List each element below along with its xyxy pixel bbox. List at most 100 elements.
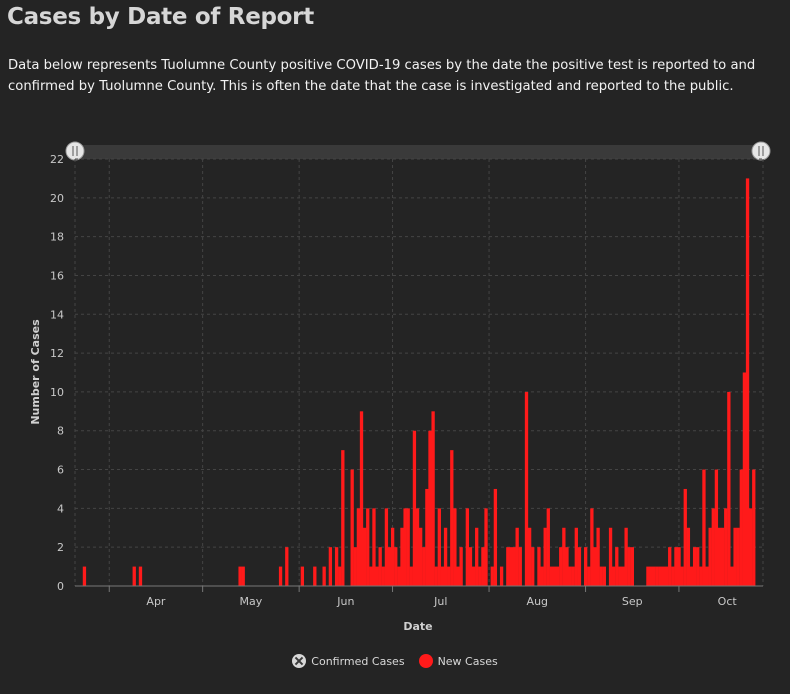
bar[interactable] [630, 547, 635, 586]
bar[interactable] [593, 547, 597, 586]
bar[interactable] [708, 527, 712, 586]
bar[interactable] [612, 566, 616, 586]
bar[interactable] [571, 566, 575, 586]
bar[interactable] [518, 547, 522, 586]
bar[interactable] [671, 566, 675, 586]
bar[interactable] [366, 508, 370, 586]
bar[interactable] [82, 566, 87, 586]
bar[interactable] [742, 372, 747, 587]
bar[interactable] [608, 527, 613, 586]
bar[interactable] [618, 566, 622, 586]
bar[interactable] [515, 527, 519, 586]
bar[interactable] [689, 566, 694, 586]
bar[interactable] [624, 527, 628, 586]
bar[interactable] [453, 508, 457, 586]
bar[interactable] [285, 547, 289, 586]
bar[interactable] [443, 527, 448, 586]
bar[interactable] [549, 566, 554, 586]
bar[interactable] [577, 547, 582, 586]
bar[interactable] [658, 566, 663, 586]
bar[interactable] [356, 508, 361, 586]
bar[interactable] [683, 488, 687, 586]
bar[interactable] [387, 547, 392, 586]
bar[interactable] [350, 469, 354, 586]
bar[interactable] [362, 527, 367, 586]
bar[interactable] [353, 547, 357, 586]
bar[interactable] [587, 566, 591, 586]
bar[interactable] [552, 566, 557, 586]
bar[interactable] [736, 527, 740, 586]
bar[interactable] [562, 527, 566, 586]
bar[interactable] [338, 566, 342, 586]
bar[interactable] [730, 566, 734, 586]
bar[interactable] [664, 566, 669, 586]
bar[interactable] [546, 508, 550, 586]
bar[interactable] [490, 566, 494, 586]
bar[interactable] [422, 547, 426, 586]
bar[interactable] [484, 508, 488, 586]
bar[interactable] [450, 450, 454, 586]
bar[interactable] [468, 547, 473, 586]
bar[interactable] [596, 527, 600, 586]
bar[interactable] [359, 411, 364, 586]
bar[interactable] [739, 469, 743, 586]
bar[interactable] [406, 508, 410, 586]
bar[interactable] [419, 527, 423, 586]
bar[interactable] [696, 547, 700, 586]
bar[interactable] [699, 566, 703, 586]
range-slider-track[interactable] [75, 145, 763, 159]
bar[interactable] [384, 508, 389, 586]
bar[interactable] [328, 547, 333, 586]
bar[interactable] [677, 547, 681, 586]
bar[interactable] [478, 566, 482, 586]
bar[interactable] [702, 469, 706, 586]
bar[interactable] [680, 566, 684, 586]
bar[interactable] [400, 527, 404, 586]
bar[interactable] [724, 508, 728, 586]
bar[interactable] [621, 566, 625, 586]
bar[interactable] [627, 547, 631, 586]
bar[interactable] [369, 566, 373, 586]
bar[interactable] [437, 508, 441, 586]
bar[interactable] [652, 566, 656, 586]
bar[interactable] [531, 547, 535, 586]
bar[interactable] [733, 527, 737, 586]
bar[interactable] [440, 566, 445, 586]
bar[interactable] [278, 566, 283, 586]
bar[interactable] [334, 547, 339, 586]
bar[interactable] [646, 566, 650, 586]
bar[interactable] [431, 411, 435, 586]
bar[interactable] [674, 547, 678, 586]
bar[interactable] [583, 547, 588, 586]
bar[interactable] [745, 178, 750, 586]
bar[interactable] [459, 547, 463, 586]
bar[interactable] [543, 527, 547, 586]
bar[interactable] [692, 547, 697, 586]
bar[interactable] [590, 508, 594, 586]
bar[interactable] [499, 566, 504, 586]
bar[interactable] [559, 547, 563, 586]
bar[interactable] [686, 527, 691, 586]
bar[interactable] [397, 566, 401, 586]
bar[interactable] [381, 566, 385, 586]
bar[interactable] [322, 566, 326, 586]
bar[interactable] [425, 488, 429, 586]
bar[interactable] [668, 547, 672, 586]
bar[interactable] [378, 547, 382, 586]
bar[interactable] [711, 508, 715, 586]
range-slider-right-handle[interactable] [751, 141, 771, 161]
bar[interactable] [481, 547, 485, 586]
bar[interactable] [540, 566, 544, 586]
bar[interactable] [615, 547, 619, 586]
bar[interactable] [602, 566, 606, 586]
bar[interactable] [475, 527, 479, 586]
bar[interactable] [527, 527, 532, 586]
bar[interactable] [394, 547, 398, 586]
bar[interactable] [655, 566, 659, 586]
bar[interactable] [341, 450, 345, 586]
bar[interactable] [649, 566, 653, 586]
bar[interactable] [661, 566, 666, 586]
bar[interactable] [428, 430, 432, 586]
bar[interactable] [705, 566, 709, 586]
bar[interactable] [574, 527, 578, 586]
